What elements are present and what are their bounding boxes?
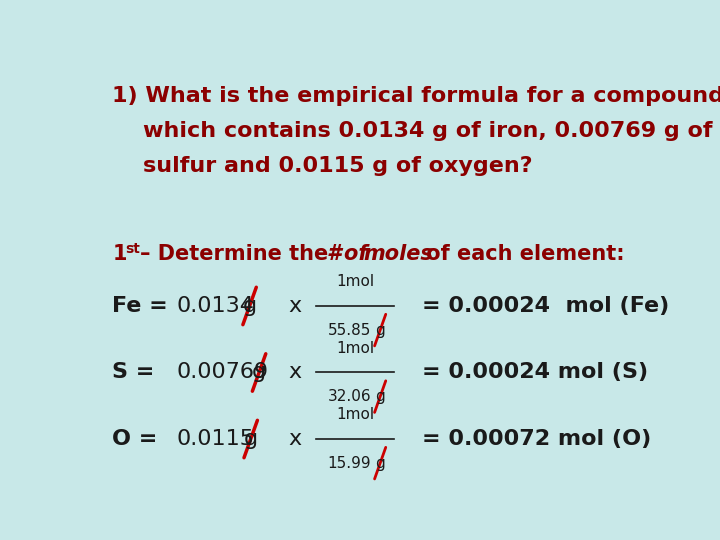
Text: g: g — [375, 322, 385, 338]
Text: g: g — [252, 362, 266, 382]
Text: sulfur and 0.0115 g of oxygen?: sulfur and 0.0115 g of oxygen? — [112, 156, 533, 176]
Text: g: g — [375, 389, 385, 404]
Text: 1: 1 — [112, 244, 127, 264]
Text: 15.99: 15.99 — [328, 456, 372, 471]
Text: g: g — [375, 456, 385, 471]
Text: g: g — [243, 429, 258, 449]
Text: S =: S = — [112, 362, 155, 382]
Text: 0.0134: 0.0134 — [176, 296, 254, 316]
Text: O =: O = — [112, 429, 158, 449]
Text: #: # — [327, 244, 349, 264]
Text: 32.06: 32.06 — [328, 389, 372, 404]
Text: 1mol: 1mol — [336, 407, 374, 422]
Text: g: g — [243, 296, 256, 316]
Text: which contains 0.0134 g of iron, 0.00769 g of: which contains 0.0134 g of iron, 0.00769… — [112, 121, 713, 141]
Text: of each element:: of each element: — [419, 244, 625, 264]
Text: Fe =: Fe = — [112, 296, 168, 316]
Text: 1mol: 1mol — [336, 341, 374, 356]
Text: of: of — [344, 244, 374, 264]
Text: = 0.00024 mol (S): = 0.00024 mol (S) — [422, 362, 648, 382]
Text: x: x — [288, 296, 301, 316]
Text: 0.00769: 0.00769 — [176, 362, 269, 382]
Text: 55.85: 55.85 — [328, 322, 371, 338]
Text: 0.0115: 0.0115 — [176, 429, 254, 449]
Text: x: x — [288, 362, 301, 382]
Text: 1) What is the empirical formula for a compound: 1) What is the empirical formula for a c… — [112, 85, 720, 106]
Text: = 0.00072 mol (O): = 0.00072 mol (O) — [422, 429, 652, 449]
Text: st: st — [125, 241, 140, 255]
Text: = 0.00024  mol (Fe): = 0.00024 mol (Fe) — [422, 296, 670, 316]
Text: 1mol: 1mol — [336, 274, 374, 289]
Text: x: x — [288, 429, 301, 449]
Text: – Determine the: – Determine the — [140, 244, 336, 264]
Text: moles: moles — [364, 244, 433, 264]
